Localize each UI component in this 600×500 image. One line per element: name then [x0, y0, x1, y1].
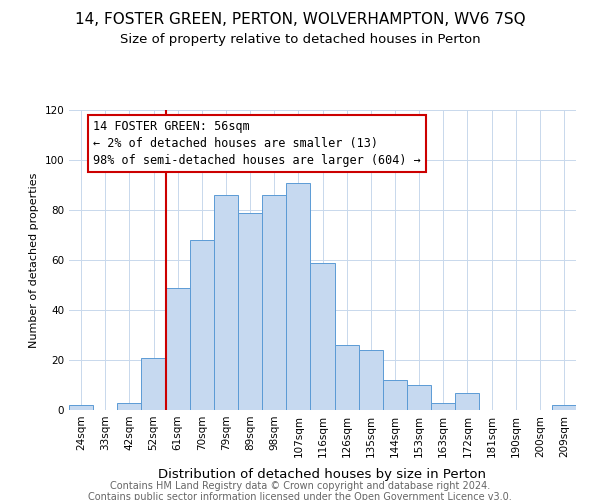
- Bar: [552, 405, 576, 410]
- Text: Contains HM Land Registry data © Crown copyright and database right 2024.: Contains HM Land Registry data © Crown c…: [110, 481, 490, 491]
- X-axis label: Distribution of detached houses by size in Perton: Distribution of detached houses by size …: [158, 468, 487, 481]
- Bar: [455, 392, 479, 410]
- Bar: [286, 182, 310, 410]
- Bar: [190, 240, 214, 410]
- Text: Contains public sector information licensed under the Open Government Licence v3: Contains public sector information licen…: [88, 492, 512, 500]
- Bar: [359, 350, 383, 410]
- Bar: [69, 405, 93, 410]
- Bar: [431, 402, 455, 410]
- Bar: [310, 262, 335, 410]
- Bar: [214, 195, 238, 410]
- Text: 14 FOSTER GREEN: 56sqm
← 2% of detached houses are smaller (13)
98% of semi-deta: 14 FOSTER GREEN: 56sqm ← 2% of detached …: [93, 120, 421, 167]
- Bar: [238, 212, 262, 410]
- Bar: [262, 195, 286, 410]
- Text: 14, FOSTER GREEN, PERTON, WOLVERHAMPTON, WV6 7SQ: 14, FOSTER GREEN, PERTON, WOLVERHAMPTON,…: [74, 12, 526, 28]
- Bar: [166, 288, 190, 410]
- Text: Size of property relative to detached houses in Perton: Size of property relative to detached ho…: [119, 32, 481, 46]
- Bar: [335, 345, 359, 410]
- Bar: [383, 380, 407, 410]
- Y-axis label: Number of detached properties: Number of detached properties: [29, 172, 39, 348]
- Bar: [407, 385, 431, 410]
- Bar: [117, 402, 142, 410]
- Bar: [142, 358, 166, 410]
